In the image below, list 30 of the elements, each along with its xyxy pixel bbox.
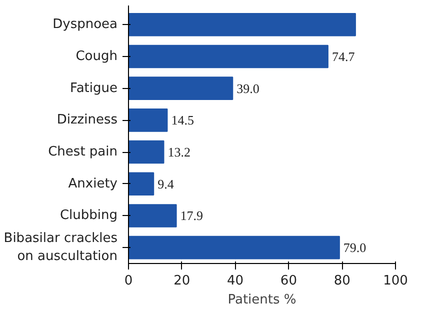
y-tick-label: Cough [76,48,118,64]
bar [128,76,234,100]
y-tick-label: Dyspnoea [52,17,118,32]
y-tick-label: Anxiety [68,176,118,192]
data-label: 17.9 [180,208,204,224]
x-tick-label: 20 [174,274,190,288]
bar [128,204,177,228]
data-label: 79.0 [343,240,366,256]
x-tick-label: 100 [383,274,408,288]
bar [128,44,328,68]
data-label: 13.2 [168,144,190,160]
x-axis-title: Patients % [228,292,296,308]
x-tick-label: 40 [227,274,244,288]
y-tick-label: Dizziness [56,112,118,128]
x-tick-label: 80 [334,274,350,288]
bar [128,108,168,132]
bar [128,140,164,164]
y-tick-label: Bibasilar crackles on auscultation [4,231,118,264]
y-tick-label: Chest pain [48,144,118,160]
x-tick-label: 0 [124,274,133,288]
bar [128,12,356,36]
bar [128,172,154,196]
x-tick-label: 60 [280,274,297,288]
bar [128,236,340,260]
data-label: 39.0 [236,80,260,96]
y-tick-label: Fatigue [70,80,118,96]
data-label: 14.5 [171,112,194,128]
data-label: 74.7 [332,48,356,64]
data-label: 9.4 [158,176,174,192]
y-tick-label: Clubbing [60,208,118,224]
